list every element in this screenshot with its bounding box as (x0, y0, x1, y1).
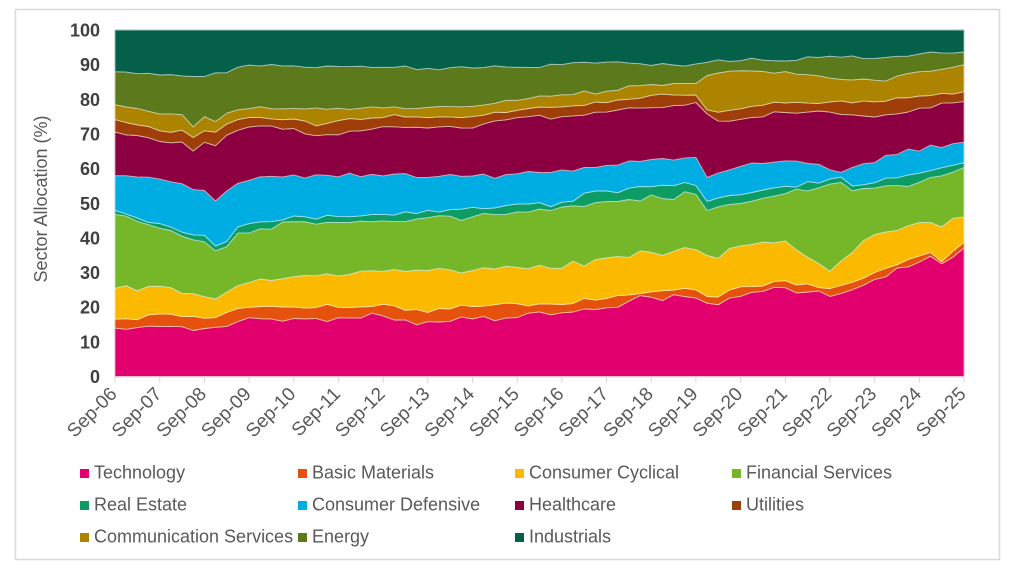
svg-text:Consumer Cyclical: Consumer Cyclical (529, 463, 679, 483)
svg-text:Financial Services: Financial Services (746, 463, 892, 483)
svg-text:Basic Materials: Basic Materials (312, 463, 434, 483)
svg-text:40: 40 (80, 228, 100, 248)
svg-text:10: 10 (80, 332, 100, 352)
svg-text:100: 100 (70, 21, 100, 41)
svg-text:Consumer Defensive: Consumer Defensive (312, 495, 480, 515)
svg-text:20: 20 (80, 298, 100, 318)
svg-text:Healthcare: Healthcare (529, 495, 616, 515)
svg-text:70: 70 (80, 124, 100, 144)
svg-text:60: 60 (80, 159, 100, 179)
svg-text:90: 90 (80, 55, 100, 75)
svg-text:0: 0 (90, 367, 100, 387)
svg-text:50: 50 (80, 194, 100, 214)
svg-text:80: 80 (80, 90, 100, 110)
svg-text:Sector Allocation (%): Sector Allocation (%) (31, 115, 51, 282)
svg-text:Industrials: Industrials (529, 527, 611, 547)
svg-text:30: 30 (80, 263, 100, 283)
svg-text:Energy: Energy (312, 527, 369, 547)
svg-text:Communication Services: Communication Services (94, 527, 293, 547)
svg-text:Utilities: Utilities (746, 495, 804, 515)
svg-text:Technology: Technology (94, 463, 185, 483)
svg-text:Real Estate: Real Estate (94, 495, 187, 515)
